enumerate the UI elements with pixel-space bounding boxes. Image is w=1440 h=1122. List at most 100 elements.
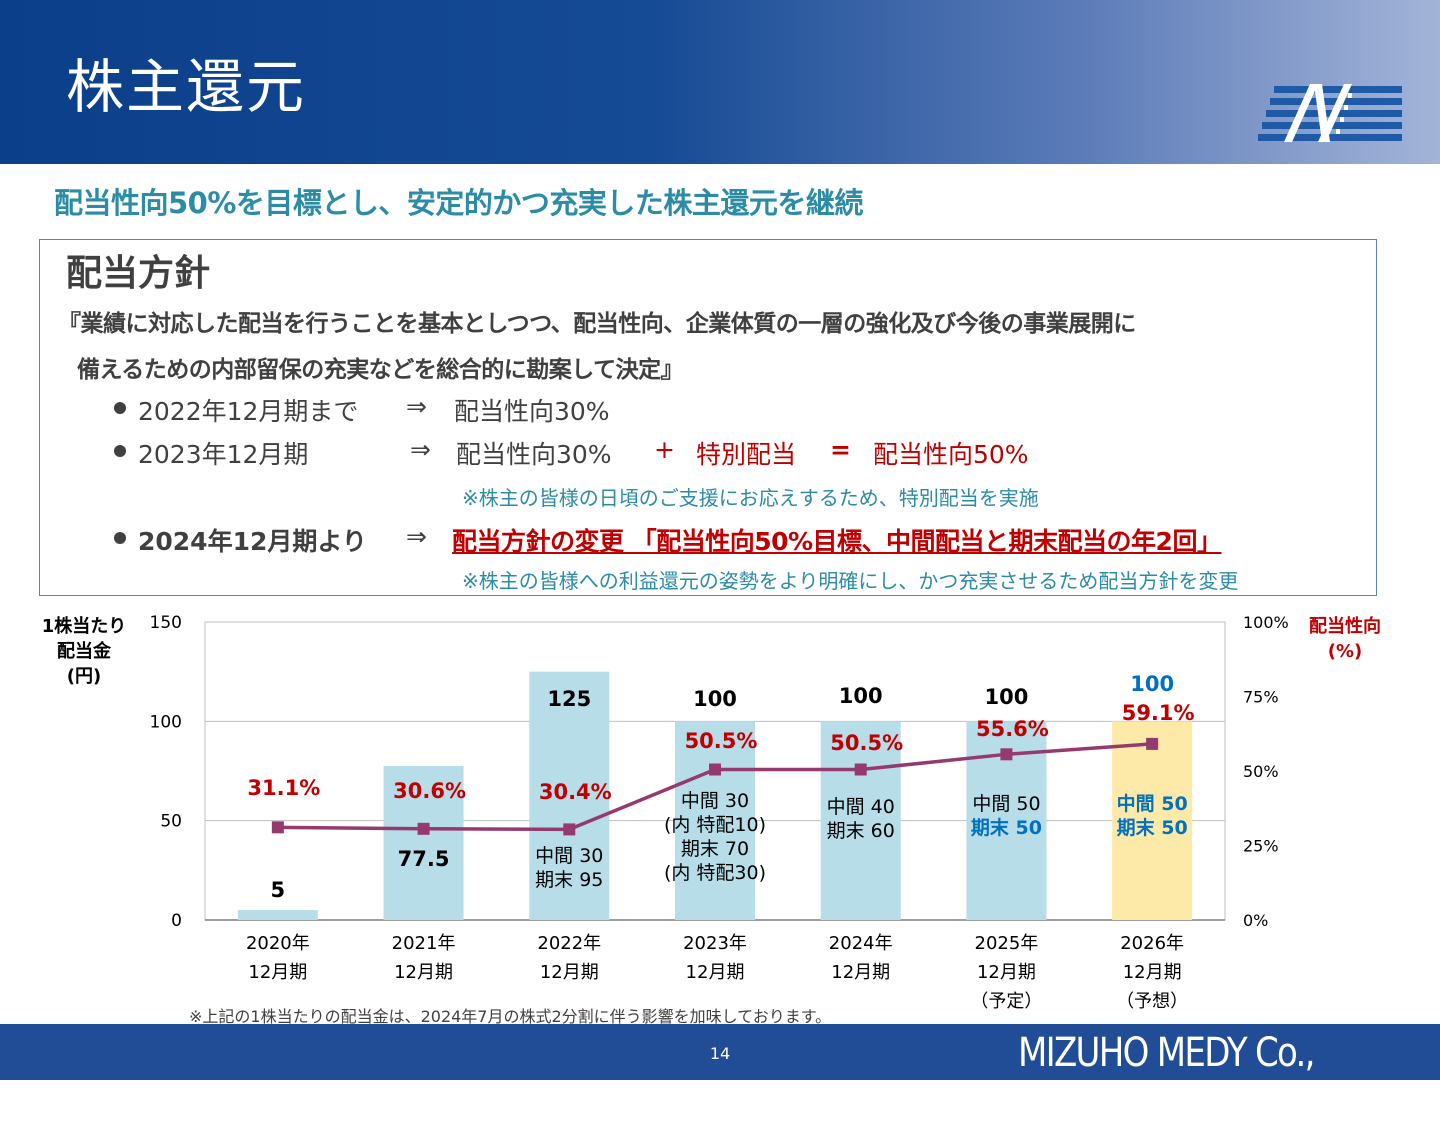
dividend-breakdown-label: 期末 50	[971, 816, 1042, 839]
x-category-label: 2024年	[829, 933, 893, 954]
left-tick-label: 100	[150, 712, 182, 732]
page-number: 14	[709, 1044, 731, 1063]
payout-ratio-label: 30.4%	[539, 780, 612, 804]
dividend-bar	[1112, 721, 1193, 920]
policy-heading: 配当方針	[66, 253, 211, 294]
bar-value-label: 125	[547, 687, 591, 711]
left-tick-label: 150	[150, 613, 182, 633]
company-logo	[1258, 84, 1402, 142]
payout-ratio-marker	[854, 763, 867, 776]
left-tick-label: 0	[171, 911, 182, 931]
left-tick-label: 50	[160, 812, 182, 832]
payout-ratio-marker	[1146, 737, 1159, 750]
left-axis-title: 配当金	[57, 640, 112, 662]
bullet-2-plus: +	[654, 435, 675, 464]
bullet-3-note: ※株主の皆様への利益還元の姿勢をより明確にし、かつ充実させるため配当方針を変更	[462, 569, 1239, 593]
bullet-2-note: ※株主の皆様の日頃のご支援にお応えするため、特別配当を実施	[462, 486, 1039, 510]
bar-value-label: 100	[985, 685, 1029, 709]
right-tick-label: 50%	[1243, 762, 1279, 781]
bullet-1-label: 2022年12月期まで	[138, 397, 359, 426]
summary-subtitle: 配当性向50%を目標とし、安定的かつ充実した株主還元を継続	[54, 186, 863, 220]
bar-value-label: 100	[1130, 672, 1174, 696]
dividend-policy-box	[39, 239, 1377, 596]
x-category-label: 2020年	[246, 933, 310, 954]
bullet-icon	[114, 532, 126, 544]
payout-ratio-label: 31.1%	[247, 776, 320, 800]
dividend-bar	[237, 910, 318, 920]
x-category-label: （予想）	[1116, 991, 1188, 1010]
payout-ratio-marker	[417, 822, 430, 835]
dividend-breakdown-label: 期末 50	[1117, 816, 1188, 839]
left-axis-title: 1株当たり	[42, 615, 127, 637]
x-category-label: 2026年	[1120, 933, 1184, 954]
payout-ratio-label: 59.1%	[1122, 701, 1195, 725]
x-category-label: 12月期	[248, 962, 307, 983]
right-axis-title: (%)	[1328, 641, 1363, 662]
left-axis-title: (円)	[67, 666, 101, 687]
header-bar	[0, 0, 1440, 164]
bar-value-label: 100	[693, 687, 737, 711]
dividend-breakdown-label: 中間 40	[827, 796, 895, 818]
dividend-breakdown-label: 期末 70	[681, 838, 749, 860]
x-category-label: 12月期	[831, 962, 890, 983]
payout-ratio-marker	[1000, 748, 1013, 761]
dividend-breakdown-label: 中間 30	[535, 845, 603, 867]
x-category-label: 2022年	[537, 933, 601, 954]
bullet-1-arrow: ⇒	[406, 392, 427, 421]
x-category-label: 12月期	[1123, 962, 1182, 983]
bar-value-label: 5	[271, 878, 286, 902]
bar-value-label: 100	[839, 684, 883, 708]
dividend-bar	[383, 766, 464, 920]
right-tick-label: 25%	[1243, 837, 1279, 856]
bullet-icon	[114, 445, 126, 457]
bullet-2-value: 配当性向30%	[456, 440, 612, 469]
bullet-2-result: 配当性向50%	[873, 440, 1029, 469]
bullet-2-special: 特別配当	[696, 440, 797, 469]
policy-quote-line2: 備えるための内部留保の充実などを総合的に勘案して決定』	[77, 357, 684, 383]
right-axis-title: 配当性向	[1309, 615, 1381, 637]
x-category-label: 2025年	[975, 933, 1039, 954]
page-title: 株主還元	[66, 53, 307, 121]
bar-value-label: 77.5	[398, 847, 450, 871]
policy-quote-line1: 『業績に対応した配当を行うことを基本としつつ、配当性向、企業体質の一層の強化及び…	[58, 311, 1136, 337]
payout-ratio-marker	[563, 823, 576, 836]
dividend-breakdown-label: (内 特配30)	[664, 862, 766, 884]
bullet-3-value: 配当方針の変更 「配当性向50%目標、中間配当と期末配当の年2回」	[452, 527, 1222, 556]
bullet-3-label: 2024年12月期より	[138, 527, 367, 556]
x-category-label: 12月期	[394, 962, 453, 983]
x-category-label: 12月期	[686, 962, 745, 983]
right-tick-label: 75%	[1243, 688, 1279, 707]
x-category-label: 12月期	[977, 962, 1036, 983]
dividend-breakdown-label: 中間 50	[972, 793, 1040, 815]
payout-ratio-marker	[271, 821, 284, 834]
bullet-3-arrow: ⇒	[406, 522, 427, 551]
dividend-bar	[529, 671, 610, 920]
payout-ratio-label: 55.6%	[976, 717, 1049, 741]
bullet-2-equals: =	[830, 435, 851, 464]
dividend-breakdown-label: (内 特配10)	[664, 814, 766, 836]
dividend-breakdown-label: 期末 60	[827, 820, 895, 842]
dividend-breakdown-label: 中間 50	[1117, 792, 1188, 815]
bullet-icon	[114, 402, 126, 414]
x-category-label: 12月期	[540, 962, 599, 983]
dividend-bar	[675, 721, 755, 920]
payout-ratio-label: 50.5%	[830, 731, 903, 755]
dividend-breakdown-label: 中間 30	[681, 790, 749, 812]
footnote: ※上記の1株当たりの配当金は、2024年7月の株式2分割に伴う影響を加味しており…	[189, 1007, 832, 1026]
bullet-2-label: 2023年12月期	[138, 440, 309, 469]
x-category-label: （予定）	[970, 991, 1042, 1010]
payout-ratio-label: 30.6%	[393, 779, 466, 803]
footer-bar	[0, 1024, 1440, 1080]
right-tick-label: 0%	[1243, 911, 1268, 930]
company-wordmark: MIZUHO MEDY Co., Ltd.	[1018, 1030, 1315, 1122]
right-tick-label: 100%	[1243, 613, 1289, 632]
bullet-1-value: 配当性向30%	[454, 397, 610, 426]
bullet-2-arrow: ⇒	[410, 435, 431, 464]
payout-ratio-label: 50.5%	[685, 729, 758, 753]
dividend-bar	[820, 721, 901, 920]
payout-ratio-marker	[709, 763, 721, 776]
dividend-breakdown-label: 期末 95	[535, 869, 603, 891]
x-category-label: 2021年	[392, 933, 456, 954]
x-category-label: 2023年	[683, 933, 747, 954]
